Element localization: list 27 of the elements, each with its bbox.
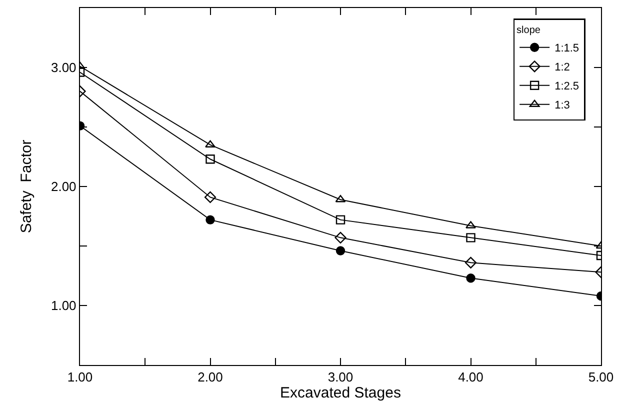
- point: [335, 194, 346, 202]
- y-tick-label: 1.00: [50, 298, 76, 314]
- x-tick-label: 5.00: [588, 370, 614, 385]
- point: [206, 154, 215, 164]
- y-tick-label: 2.00: [50, 179, 76, 194]
- legend-label: 1:1.5: [554, 42, 580, 55]
- x-tick-label: 4.00: [458, 370, 484, 385]
- point: [464, 256, 477, 268]
- point: [466, 221, 476, 228]
- point: [336, 246, 346, 256]
- x-tick-label: 2.00: [198, 370, 223, 385]
- point: [466, 274, 476, 283]
- legend-title: slope: [516, 24, 541, 36]
- legend-label: 1:2.5: [554, 80, 580, 93]
- legend-label: 1:3: [554, 100, 570, 112]
- point: [334, 232, 346, 244]
- legend-label: 1:2: [554, 62, 570, 74]
- point: [466, 233, 476, 242]
- point: [204, 191, 216, 204]
- y-axis-title: Safety Factor: [18, 140, 36, 234]
- x-axis-title: Excavated Stages: [280, 384, 401, 402]
- point: [205, 140, 216, 148]
- x-tick-label: 3.00: [328, 370, 354, 385]
- point: [336, 215, 346, 224]
- y-tick-label: 3.00: [50, 60, 76, 76]
- point: [206, 215, 215, 224]
- x-tick-label: 1.00: [67, 370, 93, 385]
